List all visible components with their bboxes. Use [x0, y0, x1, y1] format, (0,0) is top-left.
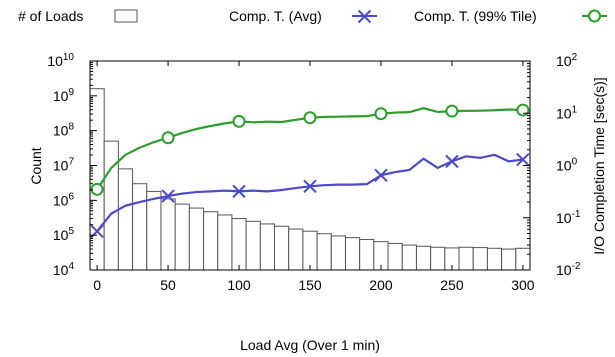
bar [458, 246, 474, 271]
bar [259, 223, 276, 271]
point-p99 [374, 107, 388, 121]
point-p99 [90, 182, 104, 196]
bar [245, 220, 261, 271]
axes-layer: 0 50 100 150 200 250 300 104 105 106 107 108 109 1010… [47, 52, 581, 293]
bar [430, 246, 446, 271]
legend-label-loads: # of Loads [18, 8, 83, 24]
bar [188, 207, 205, 271]
bars-layer [89, 88, 531, 271]
y-tick-label: 105 [53, 226, 75, 243]
y-tick-label: 104 [53, 261, 75, 278]
bar [344, 237, 361, 271]
bar [103, 140, 119, 271]
y-tick-label: 107 [53, 157, 75, 174]
x-tick-label: 300 [511, 277, 535, 293]
y2-tick-label: 102 [556, 52, 578, 69]
x-tick-label: 0 [93, 277, 101, 293]
bar [501, 248, 517, 271]
bar [217, 214, 233, 271]
bar [203, 211, 219, 271]
bar [330, 235, 346, 271]
x-tick-label: 50 [160, 277, 176, 293]
y2-tick-label: 100 [556, 157, 578, 174]
y2-axis-title: I/O Completion Time [sec(s)] [591, 77, 607, 254]
bar [174, 203, 190, 271]
legend-swatch-avg [352, 9, 377, 24]
bar [288, 228, 304, 271]
bar [472, 247, 488, 271]
lines-layer [90, 103, 530, 239]
bar [316, 233, 332, 271]
point-avg [232, 184, 246, 199]
bar [401, 244, 417, 271]
y2-tick-label: 10-1 [556, 209, 581, 226]
bar [486, 247, 503, 271]
y-tick-label: 109 [53, 87, 75, 104]
y-tick-label: 1010 [47, 52, 74, 69]
bar [274, 225, 290, 271]
point-avg [161, 189, 175, 203]
y-tick-label: 108 [53, 122, 75, 139]
x-tick-label: 150 [298, 277, 322, 293]
x-axis-title: Load Avg (Over 1 min) [240, 337, 380, 353]
bar [387, 242, 403, 271]
y2-tick-label: 101 [556, 104, 578, 121]
point-p99 [303, 111, 317, 125]
legend: # of Loads Comp. T. (Avg) Comp. T. (99% … [18, 8, 607, 24]
y-axis-title: Count [28, 147, 44, 184]
legend-label-99: Comp. T. (99% Tile) [414, 8, 537, 24]
x-tick-label: 200 [369, 277, 393, 293]
bar [132, 183, 148, 271]
point-p99 [161, 131, 175, 145]
point-avg [445, 154, 459, 169]
y2-tick-label: 10-2 [556, 261, 581, 278]
y-tick-label: 106 [53, 191, 75, 208]
point-p99 [516, 103, 530, 117]
bar [302, 230, 318, 271]
x-tick-label: 250 [440, 277, 464, 293]
legend-label-avg: Comp. T. (Avg) [229, 8, 322, 24]
legend-swatch-loads [114, 9, 138, 23]
point-p99 [445, 104, 459, 118]
bar [117, 168, 134, 271]
bar [146, 190, 162, 271]
point-avg [516, 152, 530, 167]
bar [231, 218, 247, 271]
bar [415, 245, 432, 271]
point-p99 [232, 114, 246, 128]
x-tick-label: 100 [227, 277, 251, 293]
bar [359, 239, 375, 271]
bar [160, 198, 176, 271]
point-avg [374, 168, 388, 182]
point-avg [303, 179, 317, 193]
legend-swatch-99 [582, 9, 607, 23]
